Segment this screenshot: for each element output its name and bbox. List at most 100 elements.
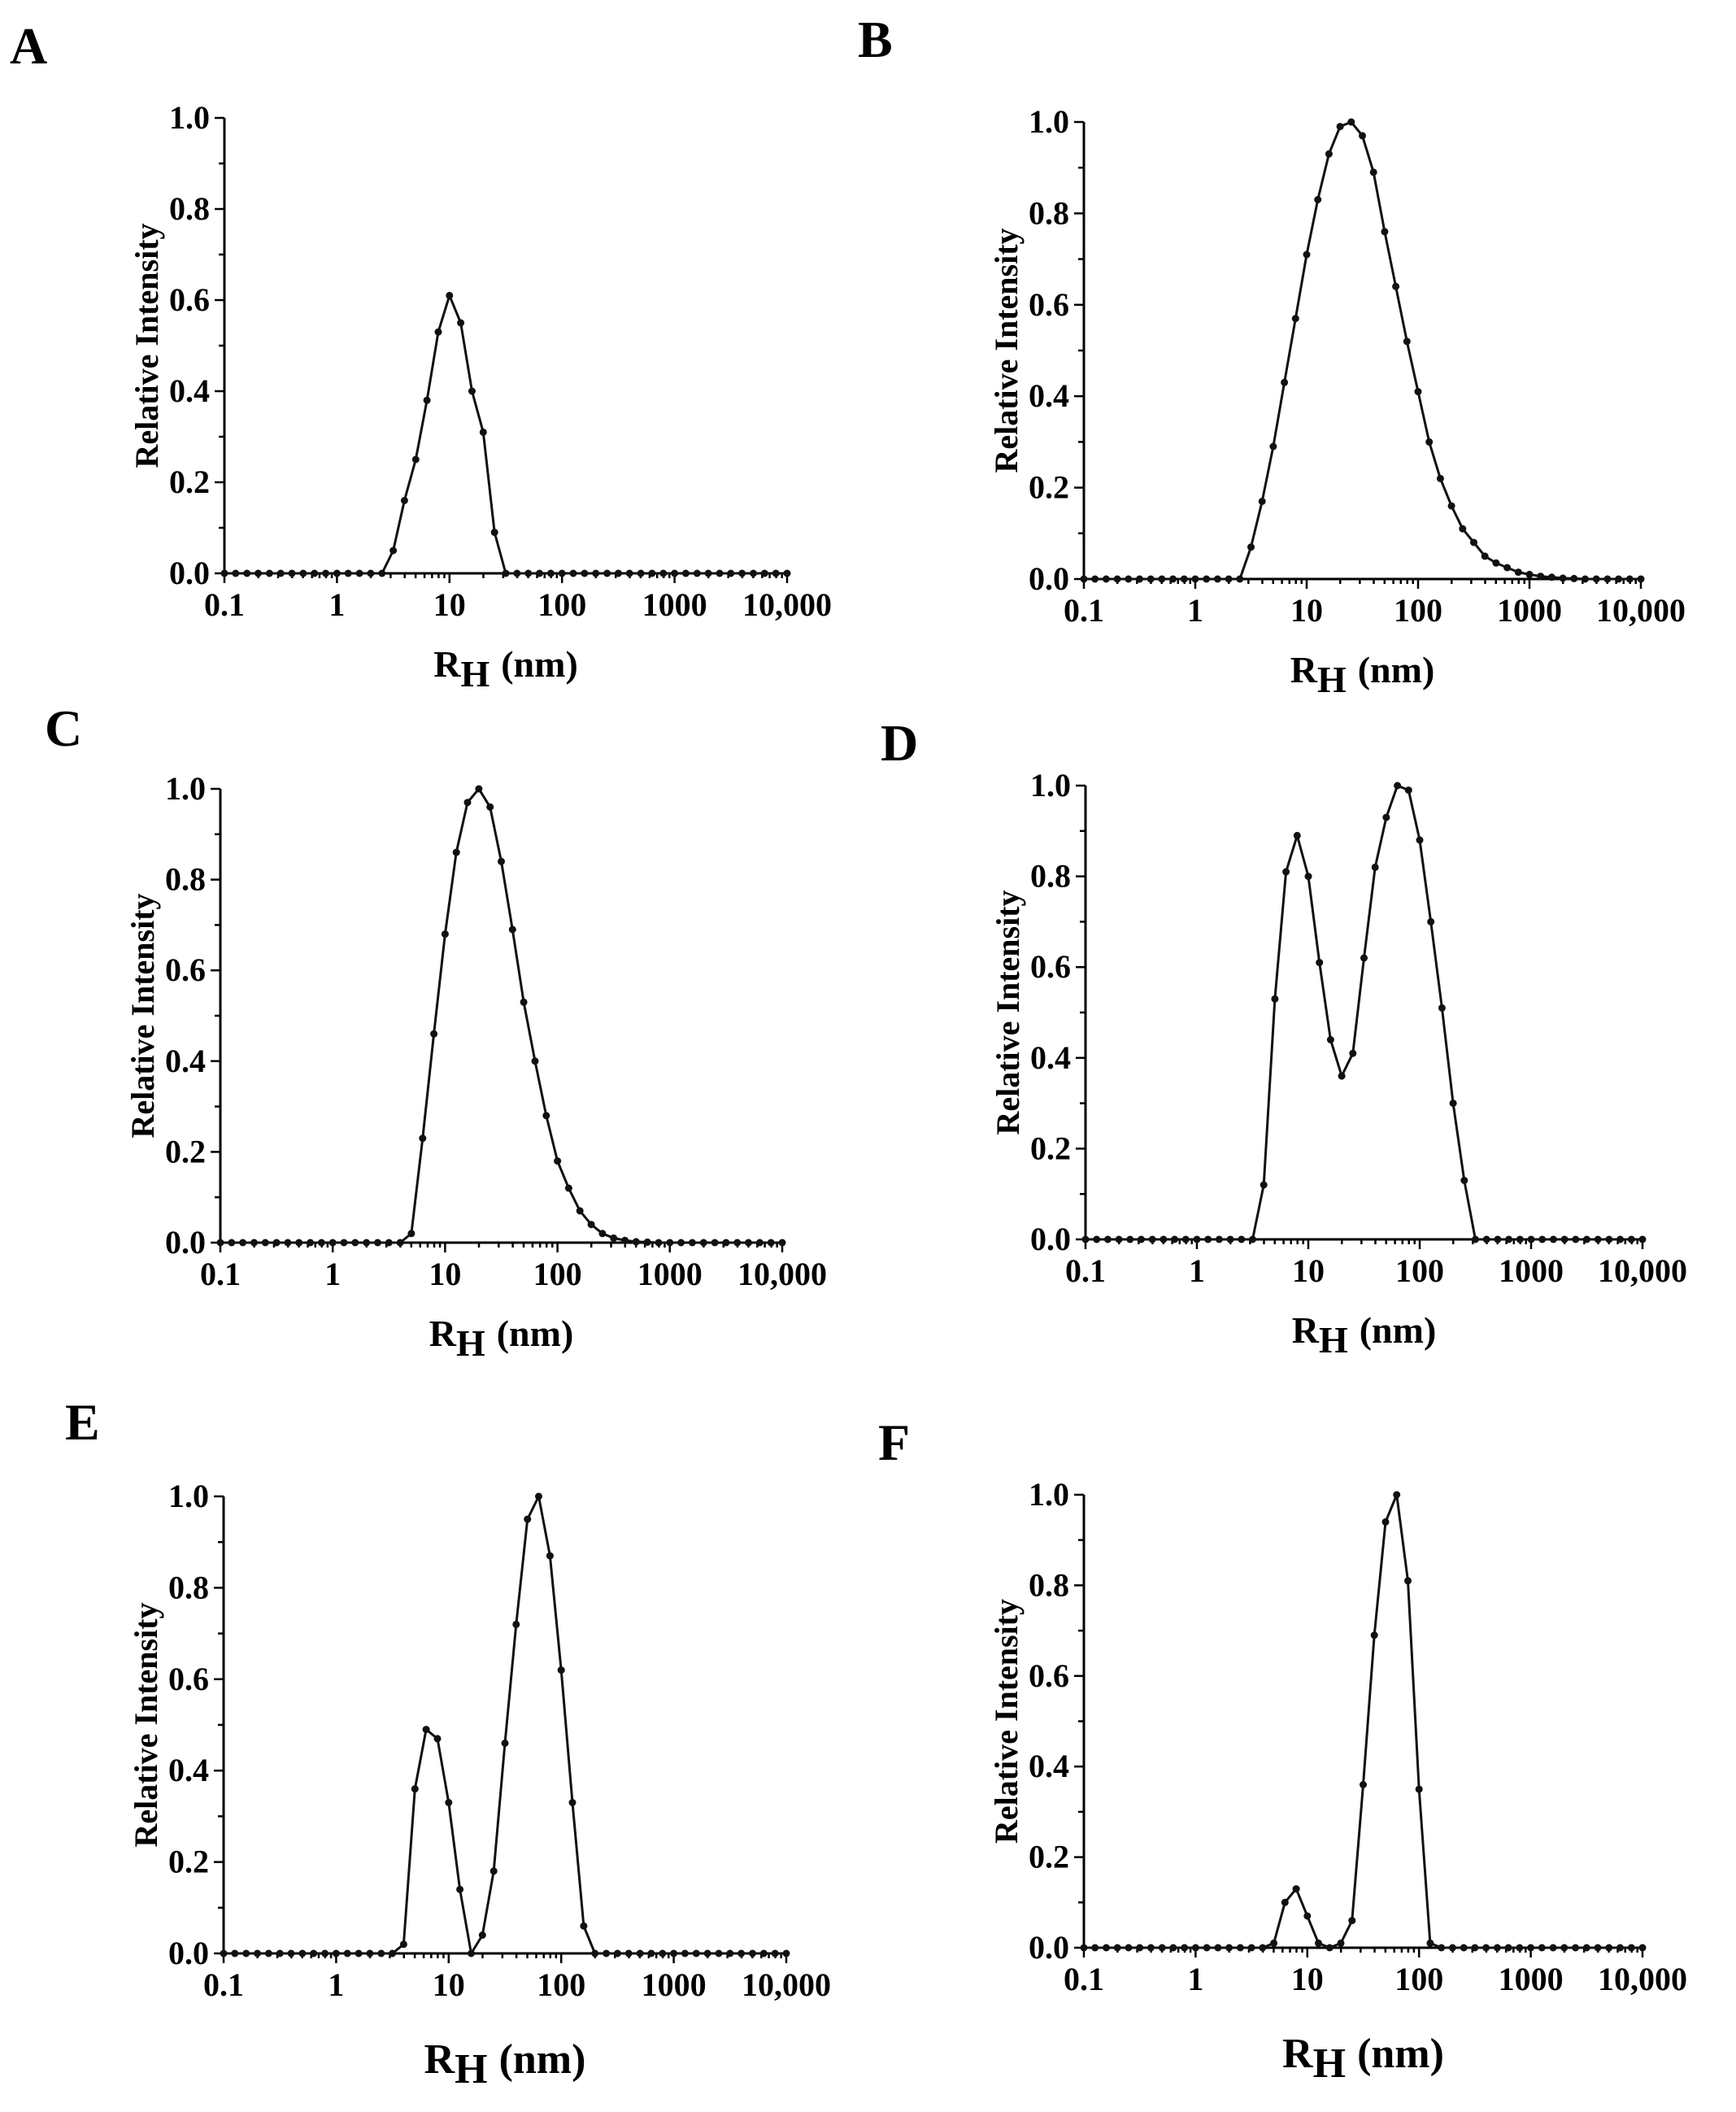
- y-tick-label: 0.6: [1029, 286, 1069, 323]
- data-point: [699, 1239, 707, 1247]
- data-point: [1326, 1036, 1334, 1043]
- data-point: [366, 1949, 374, 1957]
- panel-e: E 0.0 0.2 0.4 0.6 0.8 1.0 0.1 1 10 100 1000 10,000 Re…: [65, 1393, 831, 2092]
- data-point: [446, 291, 454, 299]
- data-point: [1136, 575, 1143, 583]
- data-point: [1436, 474, 1444, 482]
- data-point: [1125, 575, 1133, 583]
- data-point: [478, 1931, 486, 1939]
- data-point: [475, 785, 483, 793]
- x-axis-title-unit: (nm): [497, 1313, 574, 1354]
- data-point: [276, 1949, 284, 1957]
- y-tick-label: 0.4: [165, 1043, 206, 1079]
- data-point: [1238, 1235, 1246, 1243]
- panel-letter: F: [878, 1413, 910, 1471]
- data-point: [1359, 132, 1366, 140]
- data-point: [704, 569, 712, 577]
- data-point: [1605, 1235, 1613, 1243]
- x-axis-title-unit: (nm): [1358, 649, 1435, 690]
- data-point: [1249, 1235, 1256, 1243]
- data-point: [1113, 575, 1121, 583]
- data-point: [767, 1239, 775, 1247]
- y-tick-label: 0.6: [1030, 948, 1071, 985]
- data-point: [524, 569, 533, 577]
- data-point: [396, 1239, 404, 1247]
- series-line: [224, 294, 787, 575]
- y-tick-label: 0.0: [1029, 1929, 1069, 1966]
- x-tick-label: 10,000: [1598, 1961, 1687, 1997]
- x-axis-title-sub: H: [1313, 2040, 1346, 2087]
- data-point: [1425, 438, 1434, 446]
- data-point: [745, 1239, 752, 1247]
- y-tick-label: 1.0: [1029, 103, 1069, 140]
- x-tick-label: 1000: [642, 586, 707, 623]
- data-point: [666, 1239, 674, 1247]
- data-point: [1369, 168, 1377, 176]
- x-tick-label: 100: [537, 586, 586, 623]
- y-tick-label: 0.8: [168, 1569, 209, 1605]
- y-tick-label: 0.2: [1029, 469, 1069, 506]
- data-point: [755, 1239, 764, 1247]
- data-point: [1171, 1235, 1179, 1243]
- x-axis-title: RH (nm): [1292, 1309, 1437, 1361]
- data-point: [1191, 1944, 1199, 1952]
- data-point: [759, 1949, 768, 1957]
- data-point: [1527, 1235, 1535, 1243]
- data-point: [276, 569, 285, 577]
- y-tick-label: 0.4: [1030, 1039, 1071, 1076]
- x-tick-label: 1: [324, 1256, 341, 1292]
- data-point: [445, 1799, 453, 1806]
- data-point: [1338, 1072, 1346, 1080]
- y-tick-label: 0.2: [168, 1844, 209, 1880]
- data-point: [1136, 1944, 1144, 1952]
- data-point: [1503, 564, 1512, 572]
- data-point: [737, 1949, 746, 1957]
- data-point: [1492, 559, 1500, 567]
- data-point: [1103, 1235, 1112, 1243]
- y-tick-label: 0.0: [165, 1224, 206, 1261]
- x-axis-title-main: R: [424, 2036, 456, 2083]
- data-point: [1360, 954, 1368, 962]
- data-point: [688, 1239, 696, 1247]
- data-point: [1549, 1235, 1557, 1243]
- y-tick-label: 0.6: [169, 281, 210, 318]
- data-point: [419, 1134, 427, 1143]
- data-point: [1080, 575, 1088, 583]
- x-axis-title-unit: (nm): [499, 2036, 586, 2083]
- data-point: [1347, 118, 1355, 126]
- data-point: [1404, 1577, 1412, 1585]
- series-line: [220, 787, 782, 1244]
- data-point: [591, 1949, 599, 1957]
- data-point: [1370, 1631, 1378, 1640]
- data-point: [726, 1949, 734, 1957]
- data-point: [255, 569, 262, 577]
- data-point: [1572, 1235, 1580, 1243]
- x-tick-label: 100: [1394, 592, 1442, 629]
- data-point: [1282, 868, 1290, 876]
- data-point: [1337, 1939, 1345, 1947]
- data-point: [310, 1949, 318, 1957]
- data-point: [783, 569, 791, 577]
- data-point: [716, 569, 724, 577]
- x-tick-label: 0.1: [204, 586, 245, 623]
- x-tick-label: 1: [1187, 1961, 1203, 1997]
- data-point: [367, 569, 375, 577]
- data-point: [778, 1239, 786, 1247]
- data-point: [434, 328, 442, 336]
- x-axis-title-main: R: [429, 1313, 457, 1354]
- y-tick-label: 0.0: [168, 1935, 209, 1971]
- x-tick-label: 0.1: [1064, 592, 1104, 629]
- data-point: [636, 1949, 644, 1957]
- data-point: [1091, 1944, 1099, 1952]
- y-axis-title: Relative Intensity: [988, 228, 1025, 472]
- panel-letter: E: [65, 1393, 100, 1451]
- data-point: [1605, 1944, 1613, 1952]
- x-tick-label: 10,000: [1598, 1252, 1687, 1289]
- x-axis-title: RH (nm): [424, 2036, 586, 2092]
- data-point: [1303, 1912, 1312, 1920]
- x-tick-label: 1000: [1499, 1961, 1564, 1997]
- data-point: [1627, 1944, 1635, 1952]
- data-point: [520, 998, 528, 1006]
- y-axis-title: Relative Intensity: [988, 1599, 1025, 1844]
- data-point: [272, 1239, 281, 1247]
